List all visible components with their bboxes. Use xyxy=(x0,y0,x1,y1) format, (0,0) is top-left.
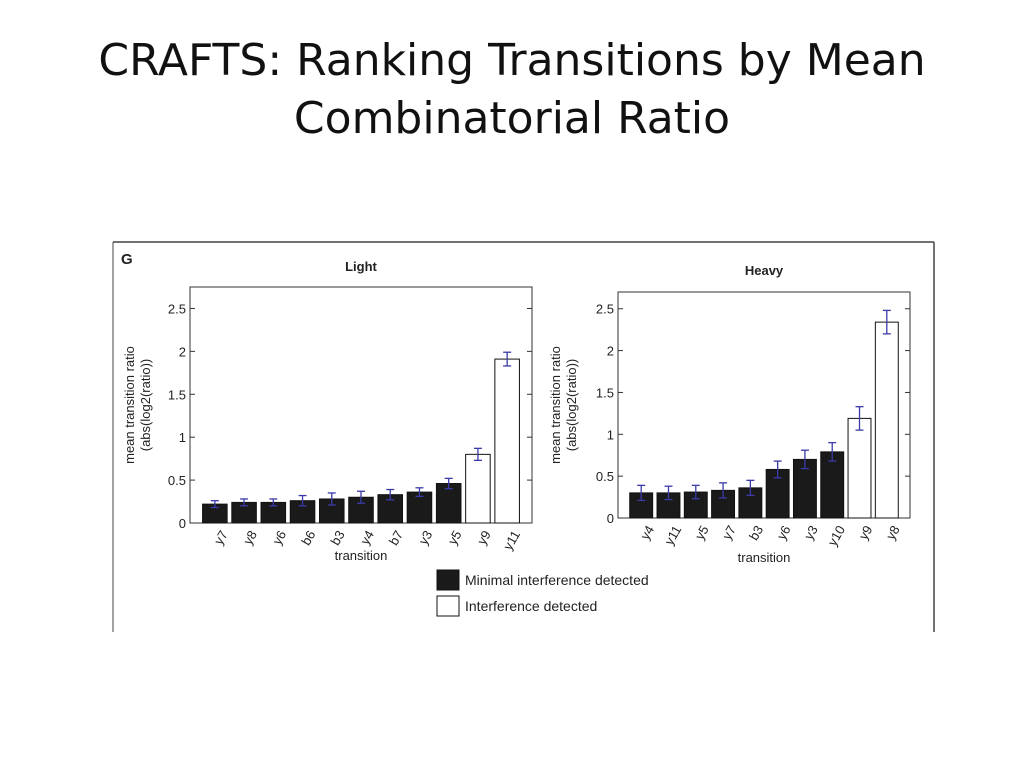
legend-swatch-interference xyxy=(436,595,460,617)
y-tick-label-light-2: 1 xyxy=(179,430,186,445)
x-tick-label-heavy-y11: y11 xyxy=(661,523,684,548)
slide-title: CRAFTS: Ranking Transitions by Mean Comb… xyxy=(40,32,984,148)
x-tick-label-light-y11: y11 xyxy=(500,528,523,553)
x-tick-label-light-y8: y8 xyxy=(240,528,260,547)
chart-title-heavy: Heavy xyxy=(745,263,784,278)
x-tick-label-light-y3: y3 xyxy=(416,528,436,547)
x-tick-label-heavy-y10: y10 xyxy=(825,523,848,549)
y-tick-label-heavy-1: 0.5 xyxy=(596,469,614,484)
y-tick-label-light-0: 0 xyxy=(179,516,186,531)
bar-heavy-y8 xyxy=(874,321,899,519)
bar-heavy-y10 xyxy=(820,451,845,519)
plot-area-heavy xyxy=(617,291,911,519)
x-axis-label-light: transition xyxy=(335,548,388,563)
y-tick-label-heavy-0: 0 xyxy=(607,511,614,526)
y-axis-label-heavy-line1: mean transition ratio xyxy=(548,346,563,464)
x-tick-label-light-b6: b6 xyxy=(298,528,318,548)
bar-light-y11 xyxy=(494,358,520,524)
x-tick-label-heavy-y9: y9 xyxy=(856,523,876,542)
bar-light-y5 xyxy=(435,483,462,524)
x-tick-label-light-y5: y5 xyxy=(445,528,465,547)
x-tick-label-light-b3: b3 xyxy=(327,528,347,548)
x-tick-label-light-y7: y7 xyxy=(211,528,231,547)
y-tick-label-light-5: 2.5 xyxy=(168,301,186,316)
y-tick-label-heavy-5: 2.5 xyxy=(596,302,614,317)
bar-heavy-y9 xyxy=(847,417,872,519)
y-axis-label-light-line2: (abs(log2(ratio)) xyxy=(138,359,153,451)
x-axis-label-heavy: transition xyxy=(738,550,791,565)
panel-label: G xyxy=(121,251,133,268)
chart-title-light: Light xyxy=(345,259,377,274)
x-tick-label-heavy-y5: y5 xyxy=(692,523,712,542)
y-tick-label-heavy-3: 1.5 xyxy=(596,385,614,400)
chart-light: Light 0 0.5 1 1.5 2 2.5 mean transition ratio (a… xyxy=(122,259,533,563)
slide-title-line-2: Combinatorial Ratio xyxy=(293,93,731,144)
x-tick-label-heavy-b3: b3 xyxy=(746,523,766,543)
x-tick-label-heavy-y6: y6 xyxy=(774,523,794,542)
bar-light-y9 xyxy=(465,453,491,524)
x-tick-label-light-y6: y6 xyxy=(269,528,289,547)
bar-light-y3 xyxy=(406,491,433,524)
y-tick-label-heavy-4: 2 xyxy=(607,344,614,359)
y-tick-label-light-1: 0.5 xyxy=(168,473,186,488)
y-axis-label-heavy-line2: (abs(log2(ratio)) xyxy=(564,359,579,451)
y-tick-label-heavy-2: 1 xyxy=(607,427,614,442)
y-tick-label-light-3: 1.5 xyxy=(168,387,186,402)
legend-label-interference: Interference detected xyxy=(465,598,597,614)
legend-swatch-minimal xyxy=(436,569,460,591)
legend-label-minimal: Minimal interference detected xyxy=(465,572,649,588)
chart-heavy: Heavy 0 0.5 1 1.5 2 2.5 mean transition ratio (a… xyxy=(548,263,911,565)
x-tick-label-light-y9: y9 xyxy=(474,528,494,547)
x-tick-label-heavy-y4: y4 xyxy=(637,523,657,542)
x-tick-label-heavy-y7: y7 xyxy=(719,523,739,542)
x-tick-label-heavy-y3: y3 xyxy=(801,523,821,542)
x-tick-label-light-y4: y4 xyxy=(357,528,377,547)
slide-title-line-1: CRAFTS: Ranking Transitions by Mean xyxy=(98,35,926,86)
legend: Minimal interference detected Interferen… xyxy=(436,569,649,617)
y-axis-label-light-line1: mean transition ratio xyxy=(122,346,137,464)
y-tick-label-light-4: 2 xyxy=(179,344,186,359)
x-tick-label-light-b7: b7 xyxy=(386,528,406,548)
x-tick-label-heavy-y8: y8 xyxy=(883,523,903,542)
